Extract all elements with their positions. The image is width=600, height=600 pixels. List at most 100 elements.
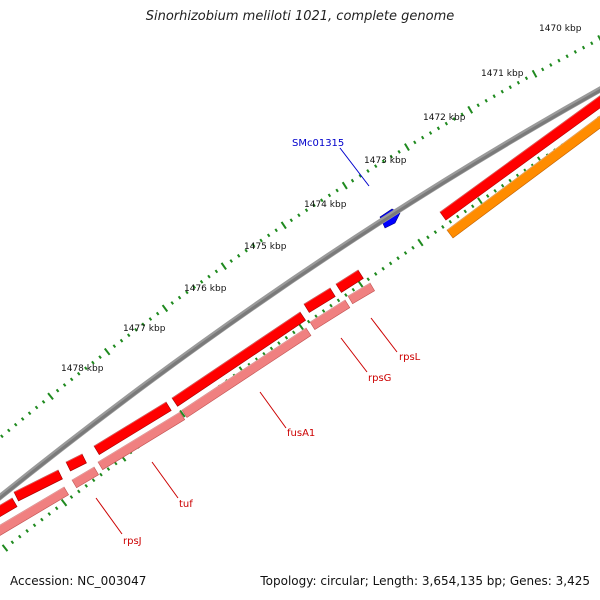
gene-label-tuf: tuf <box>179 499 193 510</box>
outer-minor-tick <box>274 228 278 233</box>
inner-minor-tick <box>373 272 378 276</box>
outer-minor-tick <box>13 422 18 427</box>
outer-minor-tick <box>557 58 561 63</box>
inner-minor-tick <box>77 489 81 494</box>
outer-minor-tick <box>581 45 586 50</box>
outer-minor-tick <box>69 377 74 382</box>
inner-minor-tick <box>329 303 333 308</box>
inner-minor-tick <box>403 251 408 255</box>
gene-labels: SMc01315 rpsL rpsG fusA1 tuf rpsJ <box>123 138 421 547</box>
outer-minor-tick <box>366 169 370 173</box>
outer-minor-tick <box>420 135 425 140</box>
gene-label-smc01315: SMc01315 <box>292 138 344 149</box>
inner-minor-tick <box>269 346 274 351</box>
outer-minor-tick <box>266 233 271 238</box>
outer-minor-tick <box>350 178 355 183</box>
inner-minor-tick <box>284 335 289 340</box>
inner-minor-tick <box>493 188 497 193</box>
topology-text: Topology: circular; Length: 3,654,135 bp… <box>260 574 590 588</box>
outer-minor-tick <box>91 360 95 365</box>
kbp-label: 1470 kbp <box>539 24 582 34</box>
outer-minor-tick <box>590 41 594 46</box>
outer-minor-tick <box>389 154 393 159</box>
inner-minor-tick <box>17 534 22 539</box>
outer-major-tick <box>220 262 227 271</box>
outer-minor-tick <box>76 371 81 376</box>
lower-gene-block-bevel <box>71 466 95 481</box>
genome-title: Sinorhizobium meliloti 1021, complete ge… <box>145 9 455 24</box>
outer-minor-tick <box>20 417 25 421</box>
lower-gene-block-bevel <box>181 327 307 411</box>
outer-minor-tick <box>244 248 248 253</box>
inner-major-tick <box>477 197 484 205</box>
orange-gene-block-bevel <box>446 114 600 231</box>
upper-gene-block-bevel <box>303 287 331 305</box>
kbp-label: 1475 kbp <box>244 242 287 252</box>
outer-minor-tick <box>229 259 233 263</box>
upper-gene-block <box>65 453 87 472</box>
inner-minor-tick <box>470 204 475 209</box>
forward-gene-block-bevel <box>439 94 600 213</box>
outer-minor-tick <box>192 285 196 289</box>
outer-minor-tick <box>500 89 504 94</box>
outer-minor-tick <box>484 98 488 103</box>
inner-minor-tick <box>448 219 453 224</box>
outer-minor-tick <box>320 198 324 203</box>
outer-major-tick <box>280 221 287 230</box>
forward-gene-block <box>439 95 600 221</box>
outer-minor-tick <box>177 295 182 300</box>
inner-minor-tick <box>25 529 29 533</box>
outer-major-tick <box>531 69 538 78</box>
outer-major-tick <box>341 181 348 190</box>
outer-minor-tick <box>185 290 189 295</box>
upper-gene-block <box>93 401 172 455</box>
kbp-labels: 1470 kbp 1471 kbp 1472 kbp 1473 kbp 1474 kbp… <box>61 24 582 374</box>
inner-major-tick <box>179 409 186 418</box>
outer-minor-tick <box>508 85 512 90</box>
outer-minor-tick <box>541 67 545 72</box>
outer-minor-tick <box>304 208 309 213</box>
outer-minor-tick <box>516 80 521 85</box>
lower-gene-block <box>97 411 186 471</box>
outer-minor-tick <box>289 218 294 223</box>
lower-gene-block <box>347 282 375 305</box>
upper-gene-block-bevel <box>0 497 13 506</box>
outer-minor-tick <box>374 164 378 169</box>
outer-minor-tick <box>34 405 39 410</box>
outer-minor-tick <box>141 322 145 327</box>
outer-minor-tick <box>312 203 316 208</box>
lower-gene-block <box>0 486 70 536</box>
outer-minor-tick <box>214 269 219 274</box>
upper-gene-block <box>13 469 63 502</box>
outer-minor-tick <box>199 279 204 284</box>
outer-minor-tick <box>119 338 124 343</box>
inner-minor-tick <box>344 293 348 297</box>
kbp-label: 1476 kbp <box>184 284 227 294</box>
outer-minor-tick <box>6 428 11 433</box>
inner-minor-tick <box>366 277 370 282</box>
inner-minor-tick <box>426 235 430 240</box>
inner-minor-tick <box>40 517 44 522</box>
kbp-label: 1472 kbp <box>423 113 466 123</box>
gene-label-fusa1: fusA1 <box>287 428 315 439</box>
inner-minor-tick <box>463 209 467 214</box>
inner-minor-tick <box>69 495 74 499</box>
label-leaders <box>95 147 398 535</box>
upper-gene-block <box>303 287 336 313</box>
outer-minor-tick <box>492 94 496 99</box>
inner-minor-tick <box>321 309 326 313</box>
genome-backbone-core <box>0 88 600 500</box>
outer-minor-tick <box>381 159 386 164</box>
inner-minor-tick <box>54 506 59 511</box>
inner-minor-tick <box>306 319 311 324</box>
outer-minor-tick <box>476 103 480 108</box>
leader-line-rpsl <box>370 317 398 353</box>
outer-minor-tick <box>397 149 401 154</box>
inner-minor-tick <box>114 461 118 466</box>
outer-minor-tick <box>112 344 117 349</box>
outer-major-tick <box>103 347 111 356</box>
outer-minor-tick <box>444 121 449 126</box>
inner-minor-tick <box>515 173 520 178</box>
